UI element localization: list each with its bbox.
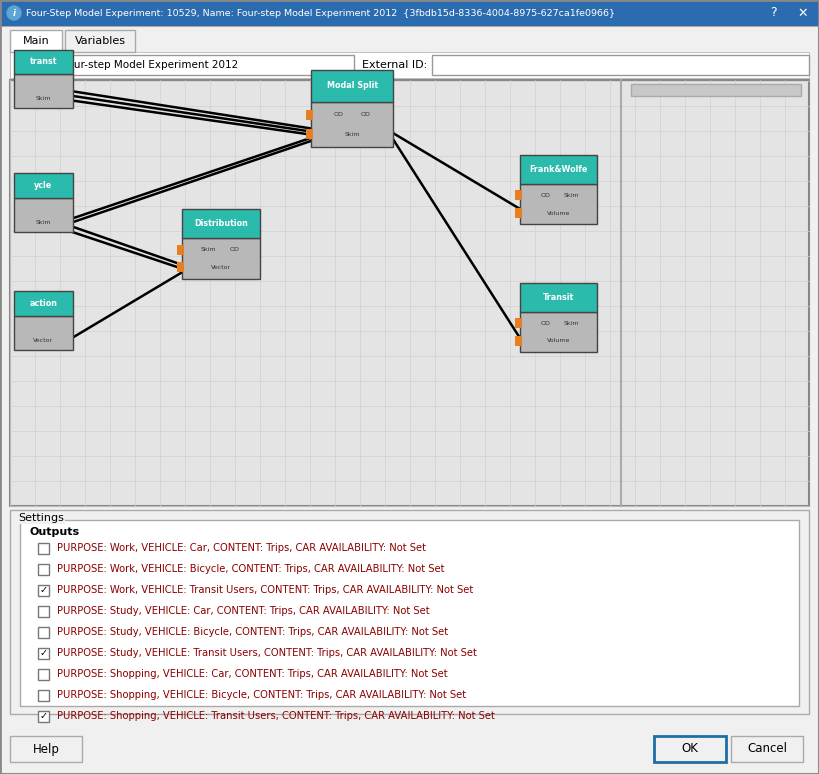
Bar [10, 80, 809, 506]
Circle shape [7, 6, 21, 20]
Text: PURPOSE: Shopping, VEHICLE: Car, CONTENT: Trips, CAR AVAILABILITY: Not Set: PURPOSE: Shopping, VEHICLE: Car, CONTENT… [57, 669, 448, 679]
Bar [519, 283, 597, 312]
Bar [514, 336, 522, 346]
Text: OK: OK [681, 742, 699, 755]
Bar [514, 190, 522, 200]
Text: Skim: Skim [345, 132, 360, 137]
Text: PURPOSE: Work, VEHICLE: Bicycle, CONTENT: Trips, CAR AVAILABILITY: Not Set: PURPOSE: Work, VEHICLE: Bicycle, CONTENT… [57, 564, 445, 574]
Text: Volume: Volume [547, 338, 570, 344]
Text: Frank&Wolfe: Frank&Wolfe [529, 165, 588, 174]
Bar [306, 129, 313, 139]
Text: Help: Help [33, 742, 60, 755]
Text: ✓: ✓ [39, 648, 48, 658]
Bar [38, 605, 49, 617]
Bar [38, 543, 49, 553]
Bar [14, 173, 73, 198]
Bar [20, 520, 799, 706]
Text: Settings: Settings [18, 513, 64, 523]
Bar [38, 626, 49, 638]
Bar [10, 52, 809, 78]
Bar [14, 50, 73, 74]
Bar [519, 312, 597, 352]
Bar [183, 238, 260, 279]
Text: Skim: Skim [563, 320, 579, 326]
Bar [306, 110, 313, 120]
Text: OD: OD [333, 112, 343, 117]
Text: Vector: Vector [211, 265, 231, 270]
Text: i: i [12, 9, 16, 18]
Bar [183, 209, 260, 238]
Text: Skim: Skim [36, 96, 51, 101]
Text: Distribution: Distribution [194, 219, 248, 228]
Text: Skim: Skim [563, 193, 579, 198]
Text: PURPOSE: Shopping, VEHICLE: Transit Users, CONTENT: Trips, CAR AVAILABILITY: Not: PURPOSE: Shopping, VEHICLE: Transit User… [57, 711, 495, 721]
Text: Outputs: Outputs [30, 527, 80, 537]
Bar [10, 30, 62, 52]
Bar [38, 563, 49, 574]
Text: Main: Main [23, 36, 49, 46]
Text: PURPOSE: Shopping, VEHICLE: Bicycle, CONTENT: Trips, CAR AVAILABILITY: Not Set: PURPOSE: Shopping, VEHICLE: Bicycle, CON… [57, 690, 466, 700]
Text: Transit: Transit [543, 293, 574, 302]
Text: PURPOSE: Study, VEHICLE: Car, CONTENT: Trips, CAR AVAILABILITY: Not Set: PURPOSE: Study, VEHICLE: Car, CONTENT: T… [57, 606, 430, 616]
Text: Name:: Name: [18, 60, 55, 70]
Bar [10, 736, 82, 762]
Bar [14, 74, 73, 108]
Bar [311, 70, 393, 102]
Text: action: action [29, 299, 57, 308]
Text: External ID:: External ID: [362, 60, 428, 70]
Text: OD: OD [541, 320, 550, 326]
Bar [14, 198, 73, 232]
Text: Skim: Skim [201, 247, 216, 252]
Text: PURPOSE: Study, VEHICLE: Transit Users, CONTENT: Trips, CAR AVAILABILITY: Not Se: PURPOSE: Study, VEHICLE: Transit Users, … [57, 648, 477, 658]
Bar [519, 155, 597, 184]
Bar [14, 291, 73, 316]
Text: PURPOSE: Study, VEHICLE: Bicycle, CONTENT: Trips, CAR AVAILABILITY: Not Set: PURPOSE: Study, VEHICLE: Bicycle, CONTEN… [57, 627, 448, 637]
Bar [432, 55, 809, 75]
Bar [631, 84, 801, 96]
Text: ycle: ycle [34, 181, 52, 190]
Text: Skim: Skim [36, 220, 51, 225]
Bar [38, 584, 49, 595]
Bar [38, 690, 49, 700]
Bar [519, 184, 597, 224]
Bar [38, 711, 49, 721]
Text: ✓: ✓ [39, 585, 48, 595]
Bar [10, 510, 809, 714]
Bar [177, 262, 184, 272]
Bar [514, 208, 522, 218]
Text: ?: ? [770, 6, 776, 19]
Bar [58, 55, 354, 75]
Text: Variables: Variables [75, 36, 125, 46]
Text: transt: transt [29, 57, 57, 67]
Text: Four-Step Model Experiment: 10529, Name: Four-step Model Experiment 2012  {3fbdb: Four-Step Model Experiment: 10529, Name:… [26, 9, 615, 18]
Text: Four-step Model Experiment 2012: Four-step Model Experiment 2012 [62, 60, 238, 70]
Text: OD: OD [361, 112, 371, 117]
Bar [38, 648, 49, 659]
Bar [38, 669, 49, 680]
Text: ✓: ✓ [39, 711, 48, 721]
Bar [177, 245, 184, 255]
Bar [654, 736, 726, 762]
Bar [311, 102, 393, 147]
Text: OD: OD [229, 247, 239, 252]
Text: Modal Split: Modal Split [327, 81, 378, 91]
Bar [731, 736, 803, 762]
Bar [0, 0, 819, 26]
Text: ✕: ✕ [798, 6, 808, 19]
Text: Vector: Vector [34, 337, 53, 343]
Text: PURPOSE: Work, VEHICLE: Transit Users, CONTENT: Trips, CAR AVAILABILITY: Not Set: PURPOSE: Work, VEHICLE: Transit Users, C… [57, 585, 473, 595]
Bar [514, 318, 522, 328]
Text: Cancel: Cancel [747, 742, 787, 755]
Text: Volume: Volume [547, 211, 570, 216]
Text: PURPOSE: Work, VEHICLE: Car, CONTENT: Trips, CAR AVAILABILITY: Not Set: PURPOSE: Work, VEHICLE: Car, CONTENT: Tr… [57, 543, 426, 553]
Bar [14, 316, 73, 350]
Text: OD: OD [541, 193, 550, 198]
Bar [65, 30, 135, 52]
